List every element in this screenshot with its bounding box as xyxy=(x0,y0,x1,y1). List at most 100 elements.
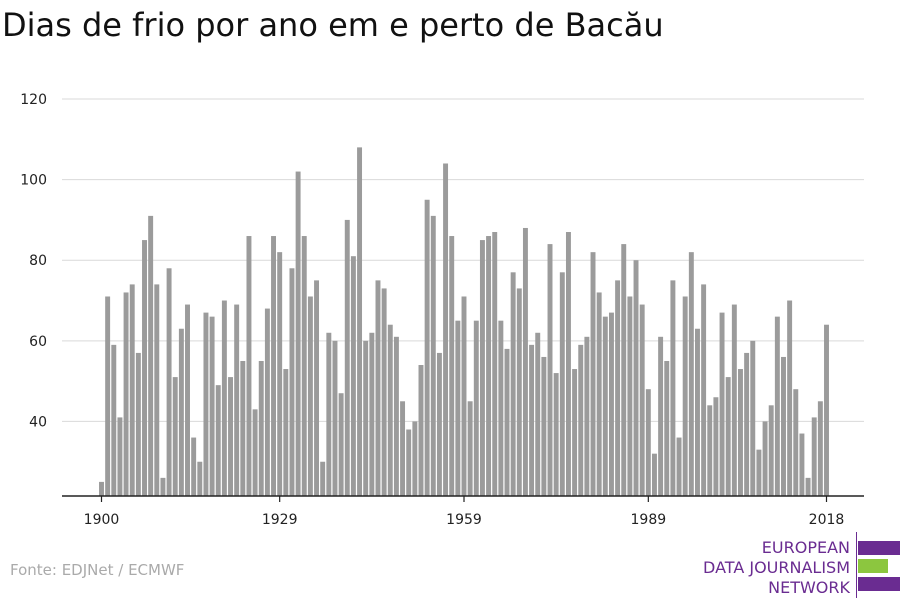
bar-1980 xyxy=(590,252,596,496)
logo-text: EUROPEAN DATA JOURNALISM NETWORK xyxy=(703,538,850,598)
bar-2015 xyxy=(805,477,811,496)
bar-1906 xyxy=(135,352,141,496)
bar-1915 xyxy=(191,437,197,496)
bar-1910 xyxy=(160,477,166,496)
bar-1977 xyxy=(572,369,578,496)
bar-1929 xyxy=(277,252,283,496)
bar-1942 xyxy=(357,147,363,496)
bar-1927 xyxy=(264,308,270,496)
bar-1993 xyxy=(670,280,676,496)
x-tick-label: 1929 xyxy=(262,512,298,528)
bar-1902 xyxy=(111,344,117,496)
bar-1971 xyxy=(535,332,541,496)
bar-1995 xyxy=(682,296,688,496)
bar-1909 xyxy=(154,284,160,496)
bar-1936 xyxy=(320,461,326,496)
bar-1932 xyxy=(295,171,301,497)
bar-1969 xyxy=(522,227,528,496)
bar-1974 xyxy=(553,373,559,496)
bar-2001 xyxy=(719,312,725,496)
bar-1953 xyxy=(424,199,430,496)
bar-1984 xyxy=(615,280,621,496)
logo-bar-green xyxy=(858,559,888,573)
logo-separator xyxy=(856,532,857,598)
bar-1986 xyxy=(627,296,633,496)
bar-1925 xyxy=(252,409,258,496)
bar-1970 xyxy=(529,344,535,496)
bar-1913 xyxy=(178,328,184,496)
bar-1930 xyxy=(283,369,289,496)
bar-1933 xyxy=(301,236,307,497)
bar-2011 xyxy=(781,356,786,496)
bar-1937 xyxy=(326,332,332,496)
logo-line-1: EUROPEAN xyxy=(761,538,850,557)
bar-1950 xyxy=(406,429,412,496)
bar-2018 xyxy=(824,324,829,496)
bar-1920 xyxy=(221,300,227,496)
bar-2004 xyxy=(738,369,743,496)
bar-1905 xyxy=(129,284,135,496)
bar-1904 xyxy=(123,292,129,496)
y-tick-label: 60 xyxy=(29,334,47,350)
bar-1959 xyxy=(461,296,467,496)
bar-1979 xyxy=(584,336,590,496)
bar-1918 xyxy=(209,316,215,496)
bar-1975 xyxy=(559,272,565,496)
bar-1965 xyxy=(498,320,504,496)
bar-1960 xyxy=(467,401,473,496)
bar-1954 xyxy=(430,215,436,496)
bar-1948 xyxy=(393,336,399,496)
bar-1900 xyxy=(99,481,104,496)
bar-1934 xyxy=(307,296,313,496)
bar-1945 xyxy=(375,280,381,496)
bar-2007 xyxy=(756,449,762,496)
bar-1966 xyxy=(504,348,510,496)
bar-1931 xyxy=(289,268,295,496)
x-tick-label: 2018 xyxy=(809,512,845,528)
edjnet-logo: EUROPEAN DATA JOURNALISM NETWORK xyxy=(690,530,900,600)
bar-2003 xyxy=(731,304,737,496)
bar-1976 xyxy=(565,232,571,496)
chart-title: Dias de frio por ano em e perto de Bacău xyxy=(2,6,664,44)
bar-2017 xyxy=(817,401,823,496)
y-tick-label: 80 xyxy=(29,253,47,269)
bar-1972 xyxy=(541,356,547,496)
logo-line-3: NETWORK xyxy=(768,578,850,597)
bar-1919 xyxy=(215,385,221,496)
bar-1957 xyxy=(449,236,455,497)
bar-1990 xyxy=(651,453,657,496)
bar-1967 xyxy=(510,272,516,496)
bar-1952 xyxy=(418,365,424,496)
y-tick-label: 120 xyxy=(20,92,47,108)
bar-1983 xyxy=(608,312,614,496)
bar-1999 xyxy=(707,405,713,496)
bar-1962 xyxy=(479,240,485,496)
bar-1998 xyxy=(701,284,707,496)
bar-1997 xyxy=(695,328,700,496)
bar-1973 xyxy=(547,244,553,496)
bar-1922 xyxy=(234,304,240,496)
bar-1982 xyxy=(602,316,608,496)
bar-1911 xyxy=(166,268,172,496)
bar-1943 xyxy=(363,340,369,496)
x-axis-ticks: 1900 1929 1959 1989 2018 xyxy=(84,496,845,528)
logo-line-2: DATA JOURNALISM xyxy=(703,558,850,577)
bar-1908 xyxy=(148,215,154,496)
y-axis-ticks: 120 100 80 60 40 xyxy=(20,92,47,430)
bar-1935 xyxy=(314,280,320,496)
bar-1939 xyxy=(338,393,344,496)
source-note: Fonte: EDJNet / ECMWF xyxy=(10,561,185,579)
bar-1964 xyxy=(492,232,498,496)
y-tick-label: 100 xyxy=(20,173,47,189)
bar-1989 xyxy=(645,389,651,496)
bars xyxy=(99,147,829,497)
bar-1928 xyxy=(271,236,276,497)
bar-1951 xyxy=(412,421,418,496)
bar-1921 xyxy=(228,377,233,496)
logo-bar-purple-top xyxy=(858,541,900,555)
bar-1949 xyxy=(400,401,406,496)
bar-2016 xyxy=(811,417,817,496)
bar-1985 xyxy=(621,244,627,496)
bar-2014 xyxy=(799,433,805,496)
bar-1912 xyxy=(172,377,178,496)
